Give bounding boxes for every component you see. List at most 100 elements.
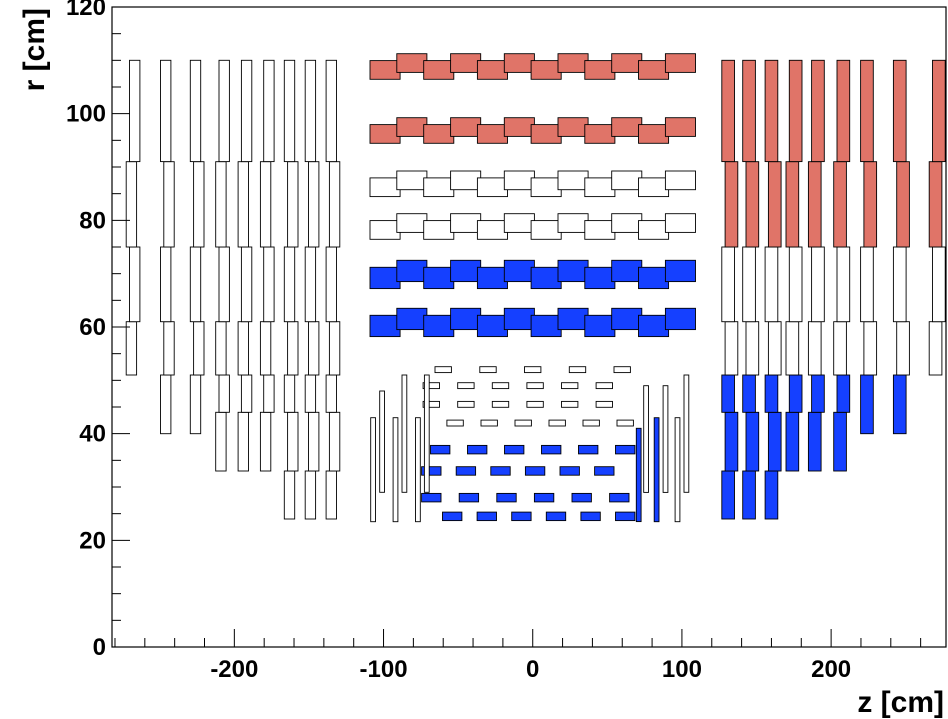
inner-barrel-module bbox=[496, 492, 517, 503]
endcap-module bbox=[237, 321, 249, 376]
barrel-module bbox=[611, 259, 643, 283]
inner-barrel-module bbox=[594, 466, 615, 476]
barrel-module bbox=[450, 117, 482, 137]
inner-disk-module bbox=[683, 374, 690, 493]
barrel-module bbox=[611, 307, 643, 331]
inner-barrel-module bbox=[430, 444, 451, 455]
barrel-module bbox=[396, 259, 428, 283]
inner-barrel-module bbox=[526, 382, 544, 390]
inner-barrel-module bbox=[561, 400, 579, 408]
endcap-module bbox=[218, 59, 230, 163]
barrel-module bbox=[638, 220, 670, 240]
endcap-module bbox=[833, 411, 847, 472]
x-tick-label: 200 bbox=[811, 656, 851, 683]
inner-barrel-module bbox=[446, 419, 464, 427]
inner-barrel-module bbox=[504, 444, 525, 455]
endcap-module bbox=[785, 161, 800, 248]
endcap-module bbox=[125, 161, 138, 248]
endcap-module bbox=[325, 59, 337, 163]
inner-barrel-module bbox=[476, 511, 497, 522]
barrel-module bbox=[476, 314, 508, 338]
barrel-module bbox=[503, 170, 535, 191]
inner-barrel-module bbox=[595, 400, 613, 408]
barrel-module bbox=[503, 53, 535, 73]
endcap-module bbox=[807, 161, 822, 248]
barrel-module bbox=[369, 266, 401, 290]
inner-disk-module bbox=[423, 374, 430, 493]
barrel-module bbox=[396, 53, 428, 73]
inner-barrel-module bbox=[533, 492, 555, 503]
inner-barrel-module bbox=[421, 466, 442, 476]
endcap-module bbox=[721, 374, 735, 413]
barrel-module bbox=[584, 220, 616, 240]
endcap-module bbox=[304, 246, 317, 323]
endcap-module bbox=[892, 374, 907, 435]
inner-disk-module bbox=[392, 417, 399, 523]
barrel-module bbox=[584, 266, 616, 290]
endcap-module bbox=[240, 59, 253, 163]
endcap-module bbox=[860, 246, 874, 323]
endcap-module bbox=[767, 161, 782, 248]
detector-modules bbox=[125, 53, 946, 523]
y-axis-label: r [cm] bbox=[18, 8, 51, 91]
endcap-module bbox=[328, 161, 341, 248]
endcap-module bbox=[928, 161, 943, 248]
barrel-module bbox=[423, 124, 455, 144]
endcap-module bbox=[237, 161, 249, 248]
barrel-module bbox=[450, 213, 482, 233]
barrel-module bbox=[530, 266, 562, 290]
barrel-module bbox=[664, 259, 696, 283]
endcap-module bbox=[129, 59, 141, 163]
inner-barrel-module bbox=[457, 382, 475, 390]
endcap-module bbox=[932, 59, 946, 163]
endcap-module bbox=[745, 161, 760, 248]
endcap-module bbox=[129, 246, 141, 323]
y-tick-label: 120 bbox=[66, 0, 106, 21]
endcap-module bbox=[328, 411, 341, 472]
barrel-module bbox=[557, 259, 589, 283]
endcap-module bbox=[240, 374, 253, 413]
barrel-module bbox=[396, 307, 428, 331]
inner-barrel-module bbox=[578, 444, 599, 455]
endcap-module bbox=[218, 246, 230, 323]
endcap-module bbox=[863, 161, 878, 248]
inner-barrel-module bbox=[422, 400, 440, 408]
barrel-module bbox=[611, 213, 643, 233]
endcap-module bbox=[283, 246, 296, 323]
inner-disk-module bbox=[370, 417, 376, 523]
barrel-module bbox=[450, 307, 482, 331]
barrel-module bbox=[476, 177, 508, 198]
barrel-module bbox=[557, 213, 589, 233]
inner-barrel-module bbox=[545, 511, 567, 522]
endcap-module bbox=[283, 470, 296, 520]
barrel-module bbox=[369, 124, 401, 144]
barrel-module bbox=[396, 170, 428, 191]
endcap-module bbox=[807, 321, 822, 376]
endcap-module bbox=[721, 470, 735, 520]
inner-barrel-module bbox=[511, 511, 532, 522]
inner-disk-module bbox=[379, 390, 385, 493]
inner-barrel-module bbox=[615, 444, 636, 455]
endcap-module bbox=[160, 374, 172, 435]
endcap-module bbox=[836, 59, 851, 163]
barrel-module bbox=[503, 117, 535, 137]
endcap-module bbox=[807, 411, 822, 472]
endcap-module bbox=[742, 246, 756, 323]
inner-barrel-module bbox=[421, 492, 442, 503]
barrel-module bbox=[369, 314, 401, 338]
endcap-module bbox=[304, 470, 317, 520]
inner-barrel-module bbox=[559, 466, 580, 476]
inner-barrel-module bbox=[580, 511, 601, 522]
barrel-module bbox=[664, 117, 696, 137]
inner-barrel-module bbox=[422, 382, 440, 390]
endcap-module bbox=[742, 59, 756, 163]
barrel-module bbox=[503, 213, 535, 233]
barrel-module bbox=[530, 314, 562, 338]
endcap-module bbox=[218, 374, 230, 413]
barrel-module bbox=[476, 60, 508, 80]
endcap-module bbox=[259, 321, 272, 376]
y-tick-label: 60 bbox=[79, 314, 106, 341]
endcap-module bbox=[788, 374, 803, 413]
endcap-module bbox=[163, 161, 175, 248]
